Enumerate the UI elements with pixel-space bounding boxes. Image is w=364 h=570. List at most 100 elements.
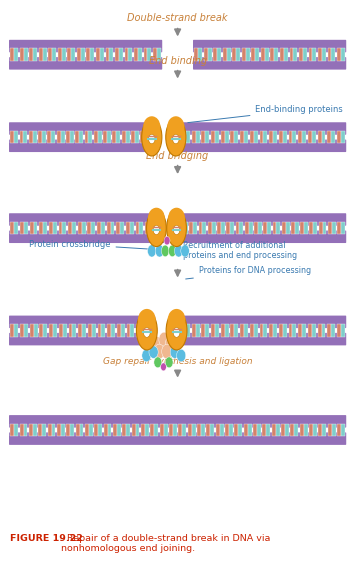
- Ellipse shape: [174, 245, 183, 257]
- Bar: [33, 131, 37, 144]
- Bar: [107, 131, 111, 144]
- Bar: [201, 324, 205, 337]
- Bar: [196, 131, 199, 144]
- Bar: [121, 324, 124, 337]
- Bar: [78, 222, 82, 234]
- Bar: [202, 222, 206, 234]
- Bar: [221, 222, 225, 234]
- Bar: [279, 324, 283, 337]
- Bar: [134, 48, 138, 61]
- Bar: [159, 222, 163, 234]
- Bar: [285, 424, 289, 436]
- Bar: [216, 424, 219, 436]
- Bar: [206, 424, 210, 436]
- Bar: [210, 424, 214, 436]
- Bar: [289, 48, 293, 61]
- Bar: [20, 131, 23, 144]
- Bar: [303, 48, 307, 61]
- Bar: [312, 324, 316, 337]
- Bar: [130, 324, 134, 337]
- Bar: [221, 324, 225, 337]
- Bar: [157, 48, 161, 61]
- Ellipse shape: [165, 337, 176, 352]
- Bar: [309, 222, 313, 234]
- Bar: [30, 324, 34, 337]
- Bar: [227, 48, 231, 61]
- Bar: [264, 324, 267, 337]
- Bar: [192, 131, 196, 144]
- Bar: [94, 424, 98, 436]
- Bar: [254, 324, 258, 337]
- Bar: [135, 131, 139, 144]
- Bar: [136, 424, 139, 436]
- Bar: [72, 324, 76, 337]
- Bar: [248, 424, 252, 436]
- Ellipse shape: [173, 135, 179, 144]
- Bar: [90, 48, 94, 61]
- Bar: [253, 424, 257, 436]
- Bar: [53, 324, 57, 337]
- Bar: [11, 48, 14, 61]
- Bar: [24, 222, 28, 234]
- Bar: [270, 48, 274, 61]
- Bar: [189, 222, 193, 234]
- Bar: [313, 424, 317, 436]
- Bar: [219, 424, 223, 436]
- Bar: [43, 324, 47, 337]
- Bar: [205, 324, 209, 337]
- Bar: [300, 222, 304, 234]
- Bar: [264, 131, 267, 144]
- Bar: [61, 131, 64, 144]
- Bar: [309, 48, 312, 61]
- Bar: [80, 424, 83, 436]
- Bar: [63, 222, 66, 234]
- Bar: [304, 424, 308, 436]
- Bar: [267, 222, 271, 234]
- Bar: [262, 424, 266, 436]
- Bar: [292, 131, 296, 144]
- Bar: [49, 222, 53, 234]
- Ellipse shape: [147, 245, 156, 257]
- Bar: [52, 424, 55, 436]
- Bar: [98, 324, 102, 337]
- Bar: [234, 424, 238, 436]
- Bar: [23, 131, 27, 144]
- Bar: [229, 424, 233, 436]
- Bar: [136, 324, 140, 337]
- Bar: [39, 48, 43, 61]
- Bar: [223, 48, 227, 61]
- Bar: [197, 424, 201, 436]
- Bar: [234, 324, 238, 337]
- Bar: [283, 131, 287, 144]
- Bar: [149, 222, 153, 234]
- Bar: [48, 424, 52, 436]
- Bar: [234, 131, 238, 144]
- Bar: [33, 48, 37, 61]
- Bar: [100, 48, 104, 61]
- Bar: [29, 131, 33, 144]
- Bar: [122, 131, 126, 144]
- Bar: [92, 324, 96, 337]
- Bar: [128, 48, 132, 61]
- Bar: [10, 131, 14, 144]
- Bar: [43, 48, 47, 61]
- Bar: [279, 131, 283, 144]
- Ellipse shape: [136, 311, 157, 350]
- Ellipse shape: [167, 116, 185, 137]
- Bar: [102, 324, 105, 337]
- Bar: [138, 48, 142, 61]
- Bar: [196, 324, 199, 337]
- Bar: [61, 424, 65, 436]
- Bar: [29, 424, 33, 436]
- Bar: [283, 324, 287, 337]
- Bar: [201, 131, 205, 144]
- Bar: [57, 131, 61, 144]
- Bar: [313, 222, 317, 234]
- Bar: [72, 222, 76, 234]
- Bar: [173, 424, 177, 436]
- Bar: [112, 131, 116, 144]
- Bar: [295, 222, 299, 234]
- Bar: [82, 324, 86, 337]
- Bar: [126, 131, 130, 144]
- Bar: [11, 222, 14, 234]
